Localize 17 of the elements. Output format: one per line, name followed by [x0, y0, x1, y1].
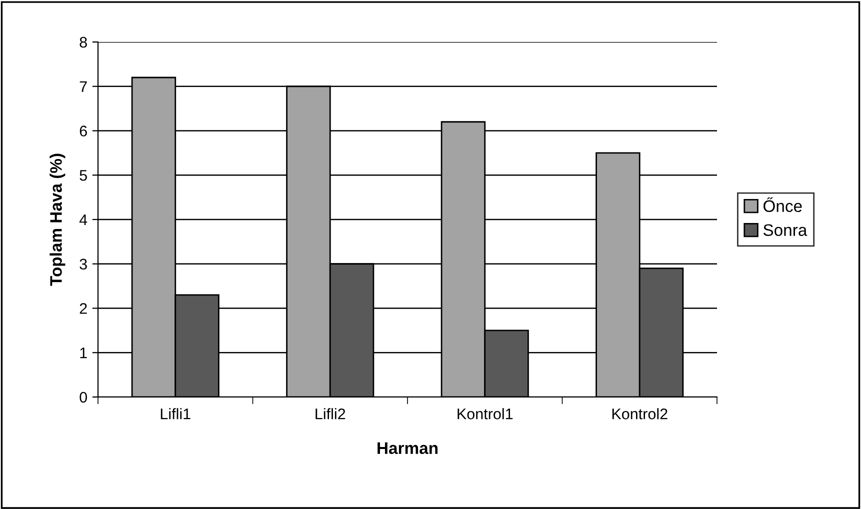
x-tick-label: Lifli1: [160, 408, 190, 420]
y-tick-label: 6: [80, 126, 87, 136]
y-tick-label: 1: [80, 348, 87, 358]
y-axis-title: Toplam Hava (%): [50, 154, 66, 286]
x-tick-label: Kontrol2: [612, 408, 668, 420]
legend-label: Őnce: [764, 197, 802, 212]
y-tick-label: 0: [80, 392, 87, 403]
y-tick-label: 4: [79, 214, 88, 226]
y-tick-label: 3: [80, 258, 87, 270]
legend-label: Sonra: [763, 224, 808, 236]
y-tick-label: 8: [80, 36, 87, 48]
x-tick-label: Kontrol1: [458, 408, 513, 420]
y-tick-label: 7: [80, 81, 87, 92]
x-tick-label: Lifli2: [316, 408, 346, 420]
x-axis-title: Harman: [378, 442, 438, 454]
y-tick-label: 5: [80, 170, 87, 181]
y-tick-label: 2: [80, 303, 87, 314]
